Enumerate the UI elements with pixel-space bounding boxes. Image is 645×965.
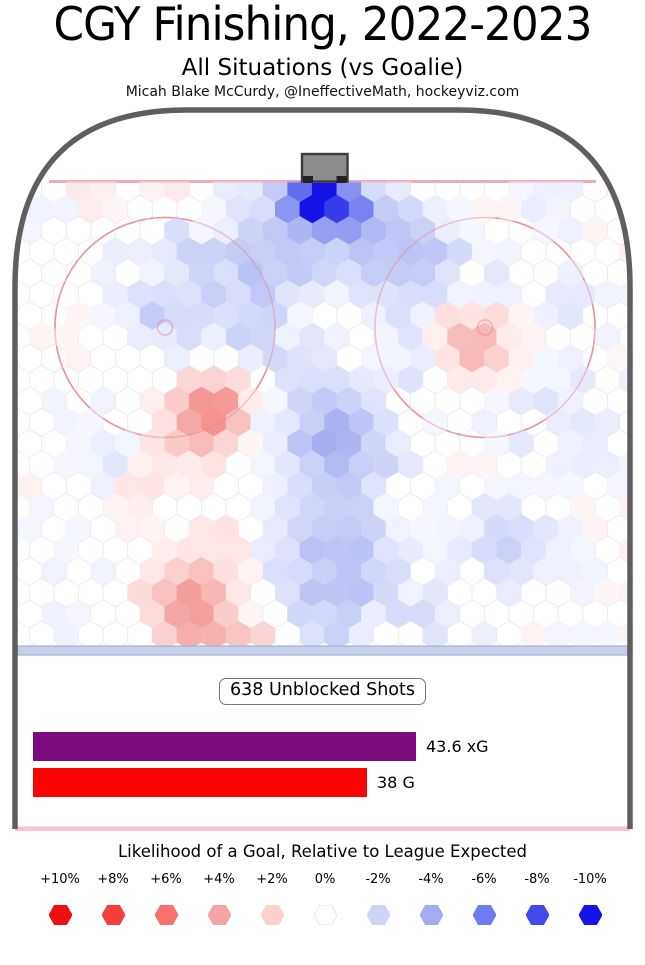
legend-label: -10% [573, 872, 607, 887]
xg-bar [33, 732, 416, 761]
goals-bar [33, 768, 367, 797]
legend-item: +2% [232, 872, 312, 929]
xg-bar-row: 43.6 xG [33, 732, 489, 761]
legend-swatch-hex [101, 905, 125, 925]
legend-label: -4% [418, 872, 444, 887]
goals-bar-row: 38 G [33, 768, 415, 797]
legend-swatch-hex [154, 905, 178, 925]
legend-label: -8% [524, 872, 550, 887]
legend-label: -6% [471, 872, 497, 887]
legend-label: 0% [314, 872, 336, 887]
credit-line: Micah Blake McCurdy, @IneffectiveMath, h… [125, 84, 520, 100]
xg-bar-label: 43.6 xG [426, 737, 489, 756]
shot-count-wrap: 638 Unblocked Shots [0, 678, 645, 705]
legend-label: +8% [97, 872, 129, 887]
legend-swatch-hex [313, 905, 337, 925]
blue-line [16, 645, 629, 656]
legend-item: -4% [391, 872, 471, 929]
legend-item: +6% [126, 872, 206, 929]
boards [12, 107, 633, 829]
goal-post-right [336, 176, 347, 183]
legend-swatch-hex [578, 905, 602, 925]
hexbin-layer [16, 181, 630, 647]
legend-label: +4% [203, 872, 235, 887]
legend-title: Likelihood of a Goal, Relative to League… [117, 842, 528, 861]
legend-swatch-hex [260, 905, 284, 925]
legend-swatch-hex [48, 905, 72, 925]
subtitle: All Situations (vs Goalie) [181, 55, 464, 81]
goal-post-left [303, 176, 313, 183]
legend-item: +10% [20, 872, 100, 929]
legend-label: +6% [150, 872, 182, 887]
bottom-line [15, 826, 630, 831]
legend-label: +2% [256, 872, 288, 887]
legend-swatch-hex [525, 905, 549, 925]
legend-item: -10% [550, 872, 630, 929]
legend-label: -2% [365, 872, 391, 887]
shot-count-badge: 638 Unblocked Shots [219, 678, 426, 705]
legend-item: 0% [285, 872, 365, 929]
legend-item: +4% [179, 872, 259, 929]
legend-swatch-hex [366, 905, 390, 925]
legend-item: -6% [444, 872, 524, 929]
legend-item: -8% [497, 872, 577, 929]
legend-item: +8% [73, 872, 153, 929]
legend-swatch-hex [419, 905, 443, 925]
legend-swatch-hex [472, 905, 496, 925]
legend-item: -2% [338, 872, 418, 929]
legend-swatch-hex [207, 905, 231, 925]
legend-label: +10% [40, 872, 80, 887]
goals-bar-label: 38 G [377, 773, 415, 792]
page-title: CGY Finishing, 2022-2023 [53, 0, 593, 51]
